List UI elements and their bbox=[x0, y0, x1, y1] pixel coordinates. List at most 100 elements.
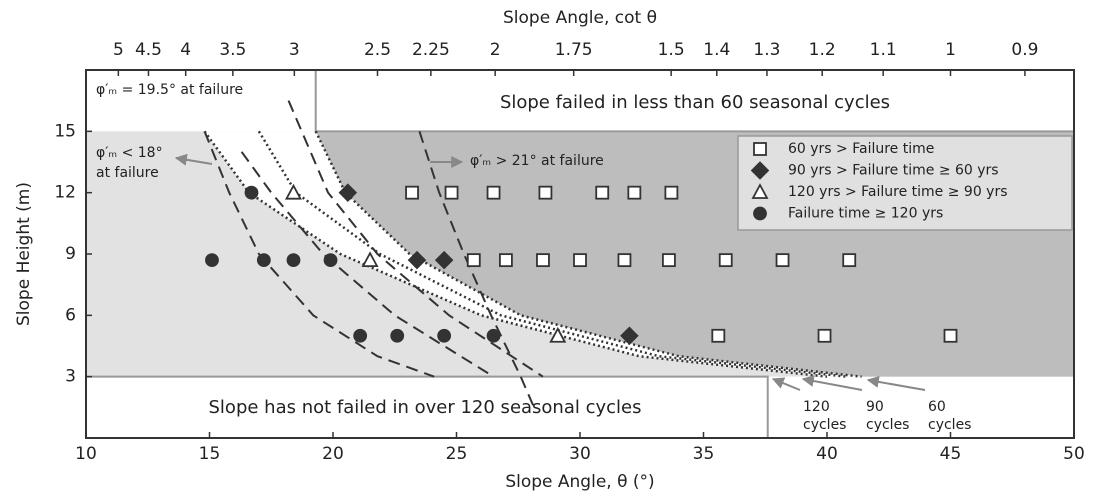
x-tick-label: 20 bbox=[322, 444, 344, 464]
friction-contour bbox=[287, 100, 544, 378]
x2-tick-label: 2.25 bbox=[412, 40, 450, 60]
marker bbox=[486, 185, 501, 200]
marker bbox=[486, 328, 501, 343]
marker bbox=[751, 183, 769, 199]
marker bbox=[244, 185, 259, 200]
curve-label: cycles bbox=[928, 417, 971, 433]
x2-tick-label: 0.9 bbox=[1011, 40, 1038, 60]
x-tick-label: 10 bbox=[75, 444, 97, 464]
marker bbox=[711, 328, 726, 343]
x2-tick-label: 1.1 bbox=[870, 40, 897, 60]
marker bbox=[284, 183, 302, 200]
x2-axis-label: Slope Angle, cot θ bbox=[503, 8, 657, 28]
annotation: φ′ₘ < 18° bbox=[96, 145, 163, 161]
marker bbox=[620, 326, 639, 346]
x2-tick-label: 1.4 bbox=[703, 40, 730, 60]
cycle-curve bbox=[257, 130, 847, 378]
x2-tick-label: 1 bbox=[945, 40, 956, 60]
annotation: at failure bbox=[96, 165, 159, 181]
marker bbox=[466, 253, 481, 268]
x2-tick-label: 2.5 bbox=[364, 40, 391, 60]
x2-tick-label: 4 bbox=[180, 40, 191, 60]
region-label: Slope has not failed in over 120 seasona… bbox=[209, 397, 642, 418]
marker bbox=[286, 253, 301, 268]
marker bbox=[662, 253, 676, 268]
x-tick-label: 45 bbox=[940, 444, 962, 464]
curve-label: 120 bbox=[803, 399, 830, 415]
y-axis-label: Slope Height (m) bbox=[14, 182, 34, 326]
curve-label: 90 bbox=[866, 399, 884, 415]
region-border bbox=[86, 375, 769, 438]
annotation: φ′ₘ = 19.5° at failure bbox=[96, 82, 243, 98]
marker bbox=[444, 185, 459, 200]
marker bbox=[549, 326, 567, 343]
x2-tick-label: 5 bbox=[113, 40, 124, 60]
marker bbox=[498, 253, 513, 268]
marker bbox=[617, 253, 632, 268]
cycle-curve bbox=[314, 130, 862, 378]
curve-label: cycles bbox=[866, 417, 909, 433]
x2-tick-label: 1.5 bbox=[658, 40, 685, 60]
marker bbox=[405, 185, 419, 200]
legend-box bbox=[737, 135, 1073, 231]
y-tick-label: 6 bbox=[65, 305, 76, 325]
legend-label: Failure time ≥ 120 yrs bbox=[788, 206, 943, 222]
legend: 60 yrs > Failure time 90 yrs > Failure ti… bbox=[737, 135, 1073, 231]
x-tick-label: 40 bbox=[816, 444, 838, 464]
marker bbox=[718, 253, 733, 268]
marker bbox=[390, 328, 405, 343]
transition-region bbox=[204, 131, 862, 377]
x-tick-label: 30 bbox=[569, 444, 591, 464]
x2-tick-label: 1.2 bbox=[809, 40, 836, 60]
legend-label: 60 yrs > Failure time bbox=[788, 141, 934, 157]
marker bbox=[753, 142, 767, 156]
marker bbox=[817, 328, 832, 343]
y-tick-label: 3 bbox=[65, 367, 76, 387]
marker bbox=[750, 161, 770, 180]
marker bbox=[353, 328, 368, 343]
x-tick-label: 15 bbox=[199, 444, 221, 464]
annotation-arrow bbox=[771, 377, 801, 391]
marker bbox=[407, 250, 427, 270]
y-tick-label: 15 bbox=[54, 121, 76, 141]
x2-tick-label: 3.5 bbox=[219, 40, 246, 60]
y-tick-label: 12 bbox=[54, 183, 76, 203]
marker bbox=[627, 185, 642, 200]
marker bbox=[664, 185, 679, 200]
marker bbox=[256, 253, 271, 268]
x2-tick-label: 3 bbox=[289, 40, 300, 60]
x-tick-label: 35 bbox=[693, 444, 715, 464]
marker bbox=[205, 253, 219, 268]
x-tick-label: 50 bbox=[1063, 444, 1085, 464]
marker bbox=[842, 253, 857, 268]
curve-label: 60 bbox=[928, 399, 946, 415]
x2-tick-label: 4.5 bbox=[135, 40, 162, 60]
annotation-arrow bbox=[174, 153, 213, 166]
friction-contour bbox=[203, 130, 435, 378]
marker bbox=[943, 328, 958, 343]
x2-tick-label: 1.3 bbox=[753, 40, 780, 60]
y-tick-label: 9 bbox=[65, 244, 76, 264]
marker bbox=[323, 253, 338, 268]
marker bbox=[595, 185, 610, 200]
curve-label: cycles bbox=[803, 417, 846, 433]
marker bbox=[538, 185, 553, 200]
annotation-arrow bbox=[801, 375, 863, 391]
region-label: Slope failed in less than 60 seasonal cy… bbox=[500, 92, 890, 113]
annotation-arrow bbox=[866, 375, 926, 391]
x-tick-label: 25 bbox=[446, 444, 468, 464]
legend-label: 120 yrs > Failure time ≥ 90 yrs bbox=[788, 184, 1008, 200]
x2-tick-label: 2 bbox=[490, 40, 501, 60]
marker bbox=[437, 328, 452, 343]
legend-label: 90 yrs > Failure time ≥ 60 yrs bbox=[788, 163, 999, 179]
annotation: φ′ₘ > 21° at failure bbox=[470, 153, 604, 169]
x-axis-label: Slope Angle, θ (°) bbox=[505, 472, 654, 492]
marker bbox=[753, 206, 767, 221]
x2-tick-label: 1.75 bbox=[555, 40, 593, 60]
marker bbox=[536, 253, 550, 268]
plot bbox=[203, 100, 958, 406]
marker bbox=[573, 253, 587, 268]
marker bbox=[434, 250, 454, 270]
marker bbox=[775, 253, 790, 268]
